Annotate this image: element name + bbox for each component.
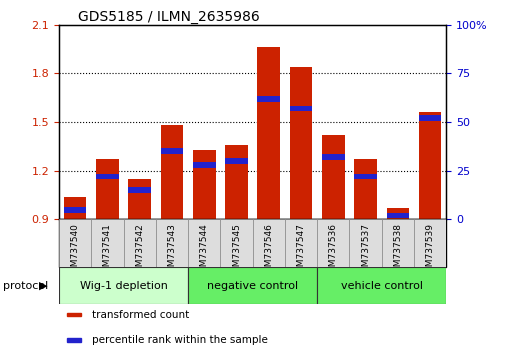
Bar xyxy=(161,125,183,219)
Bar xyxy=(414,219,446,267)
Bar xyxy=(91,219,124,267)
Bar xyxy=(419,115,442,121)
Bar xyxy=(258,47,280,219)
Text: vehicle control: vehicle control xyxy=(341,281,423,291)
Bar xyxy=(96,174,119,179)
Bar xyxy=(188,219,221,267)
Text: GSM737538: GSM737538 xyxy=(393,223,402,278)
Bar xyxy=(128,187,151,193)
Text: ▶: ▶ xyxy=(38,281,47,291)
Bar xyxy=(225,145,248,219)
Text: GSM737537: GSM737537 xyxy=(361,223,370,278)
Bar xyxy=(322,154,345,160)
Bar xyxy=(290,67,312,219)
Bar xyxy=(354,174,377,179)
Bar xyxy=(156,219,188,267)
Text: GSM737536: GSM737536 xyxy=(329,223,338,278)
Bar xyxy=(387,213,409,218)
Text: GSM737545: GSM737545 xyxy=(232,223,241,278)
Bar xyxy=(354,159,377,219)
Bar xyxy=(221,219,252,267)
Bar xyxy=(322,135,345,219)
Bar xyxy=(188,267,317,304)
Text: GSM737546: GSM737546 xyxy=(264,223,273,278)
Bar xyxy=(349,219,382,267)
Text: GSM737540: GSM737540 xyxy=(71,223,80,278)
Bar xyxy=(419,113,442,219)
Bar xyxy=(317,219,349,267)
Bar xyxy=(387,208,409,219)
Bar xyxy=(59,267,188,304)
Text: negative control: negative control xyxy=(207,281,298,291)
Bar xyxy=(64,197,86,219)
Bar xyxy=(67,338,81,342)
Bar xyxy=(290,105,312,112)
Text: GSM737541: GSM737541 xyxy=(103,223,112,278)
Bar xyxy=(258,96,280,102)
Text: Wig-1 depletion: Wig-1 depletion xyxy=(80,281,167,291)
Text: GDS5185 / ILMN_2635986: GDS5185 / ILMN_2635986 xyxy=(78,10,260,24)
Text: GSM737542: GSM737542 xyxy=(135,223,144,278)
Text: GSM737543: GSM737543 xyxy=(167,223,176,278)
Bar xyxy=(67,313,81,316)
Bar xyxy=(252,219,285,267)
Bar xyxy=(317,267,446,304)
Bar xyxy=(193,162,215,168)
Text: GSM737547: GSM737547 xyxy=(297,223,306,278)
Bar xyxy=(161,148,183,154)
Bar xyxy=(96,159,119,219)
Bar xyxy=(124,219,156,267)
Text: GSM737539: GSM737539 xyxy=(426,223,435,278)
Bar xyxy=(225,158,248,164)
Bar xyxy=(193,150,215,219)
Bar xyxy=(128,179,151,219)
Text: percentile rank within the sample: percentile rank within the sample xyxy=(92,335,268,345)
Bar xyxy=(285,219,317,267)
Bar xyxy=(64,207,86,213)
Text: GSM737544: GSM737544 xyxy=(200,223,209,278)
Bar xyxy=(382,219,414,267)
Bar xyxy=(59,219,91,267)
Text: protocol: protocol xyxy=(3,281,48,291)
Text: transformed count: transformed count xyxy=(92,309,189,320)
